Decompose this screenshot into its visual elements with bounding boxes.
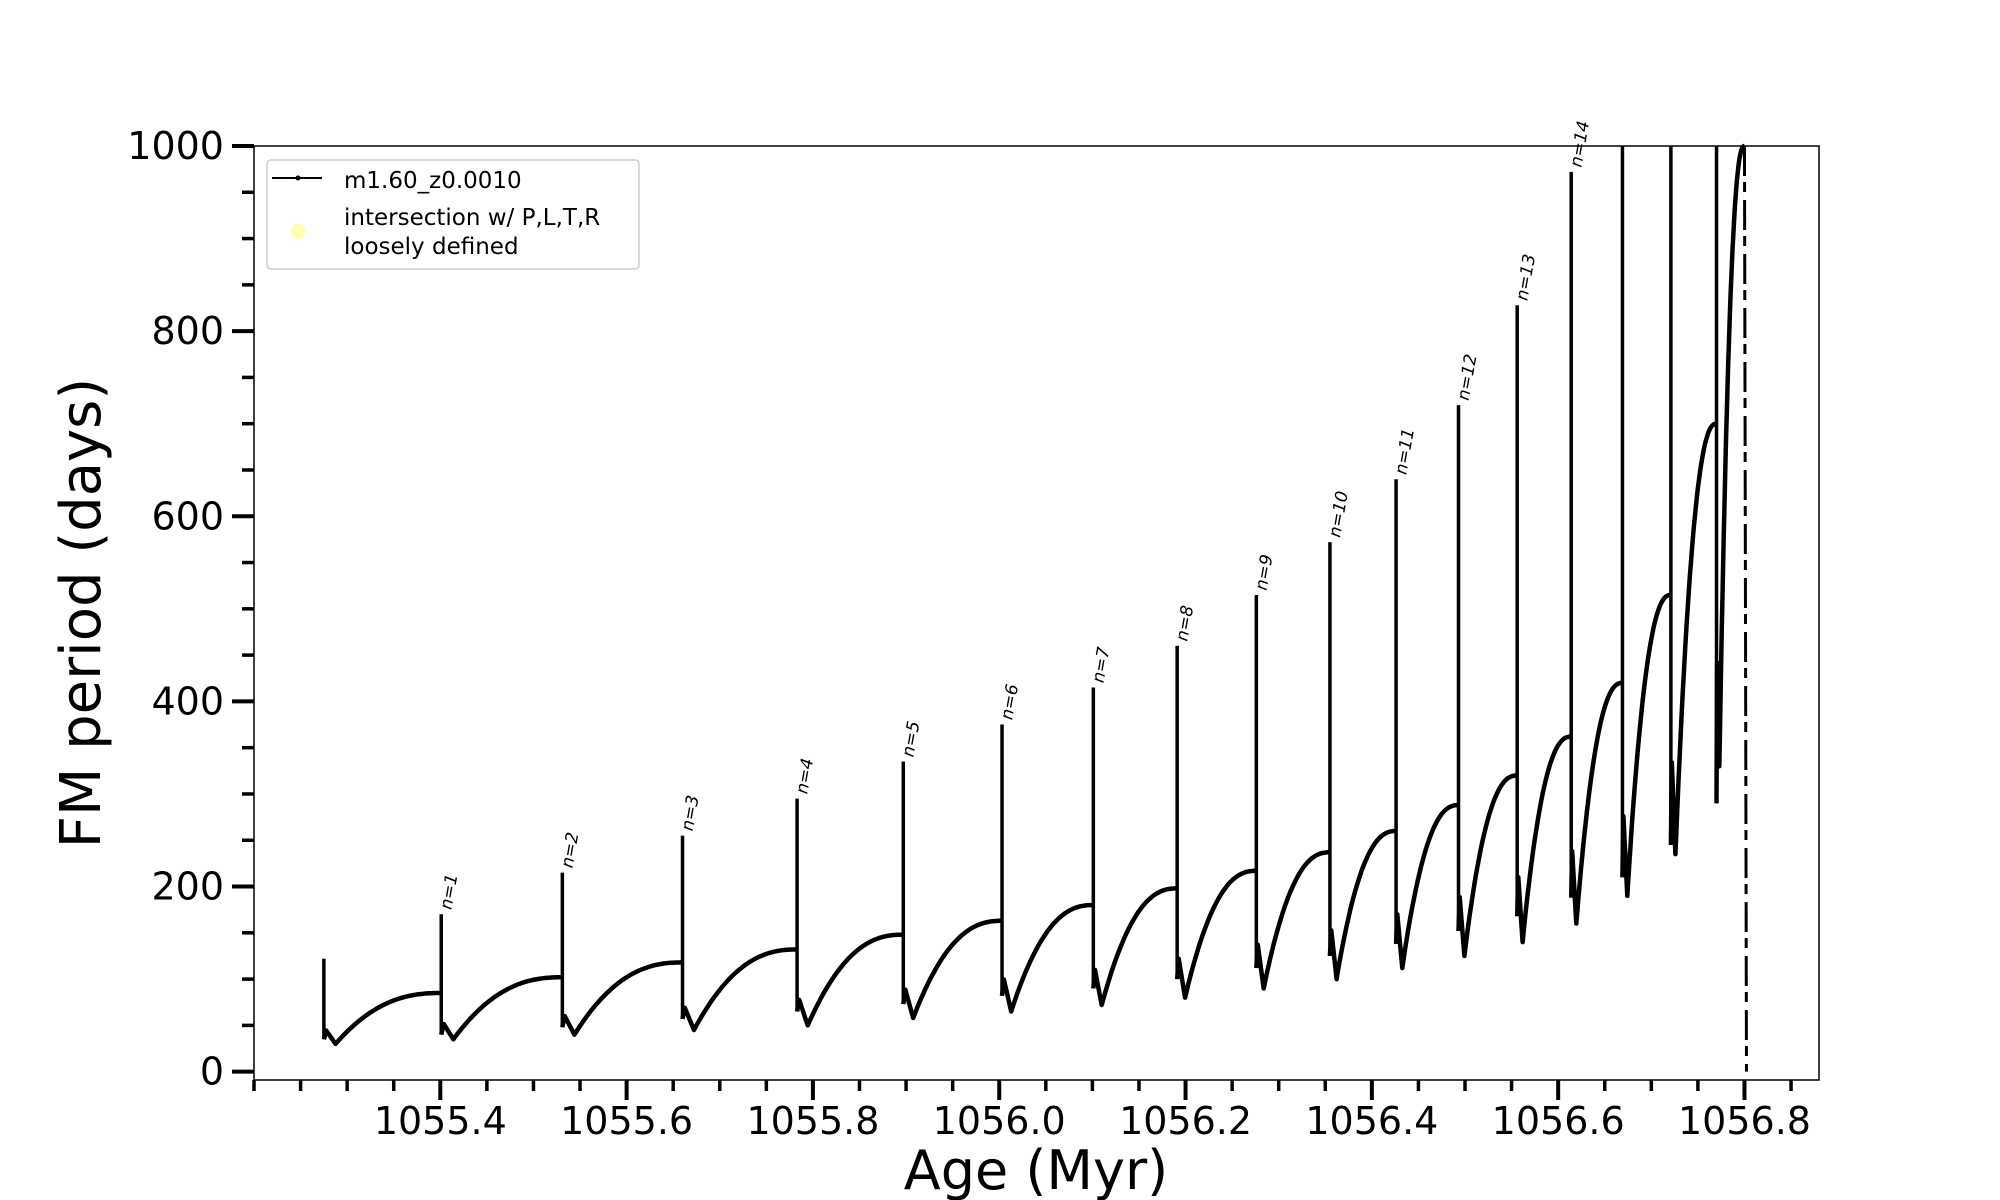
x-tick-label: 1056.2 — [1119, 1099, 1252, 1143]
series-segment — [901, 918, 1003, 1021]
x-tick-label: 1056.8 — [1678, 1099, 1811, 1143]
final-drop-line — [1742, 145, 1748, 1072]
legend-intersection-label-line1: intersection w/ P,L,T,R — [344, 205, 600, 231]
axes: 1055.4 1055.6 1055.8 1056.0 1056.2 1056.4 1056… — [127, 124, 1811, 1143]
plot-marks — [321, 143, 1748, 1072]
y-tick-label: 800 — [151, 309, 224, 353]
legend-intersection-marker — [290, 223, 306, 239]
series-segment — [1393, 802, 1460, 971]
legend-series-label: m1.60_z0.0010 — [344, 168, 522, 194]
legend-frame — [266, 159, 640, 270]
y-tick-label: 400 — [151, 679, 224, 723]
legend-dot-marker — [295, 175, 301, 181]
x-tick-label: 1055.4 — [374, 1099, 507, 1143]
series-segment — [1714, 143, 1747, 804]
y-tick-label: 200 — [151, 865, 224, 909]
series-segment — [680, 947, 798, 1033]
series-segment — [999, 902, 1094, 1014]
series-segment — [321, 990, 442, 1047]
series-segment — [560, 960, 683, 1037]
x-tick-label: 1055.8 — [746, 1099, 879, 1143]
x-tick-label: 1056.4 — [1305, 1099, 1438, 1143]
x-axis-label: Age (Myr) — [904, 1139, 1169, 1200]
legend: m1.60_z0.0010 intersection w/ P,L,T,R lo… — [266, 159, 640, 270]
x-tick-label: 1056.0 — [933, 1099, 1066, 1143]
series-segment — [1568, 680, 1624, 926]
series-segment — [1668, 421, 1718, 857]
series-segment — [1456, 773, 1519, 959]
series-segment — [1174, 868, 1257, 1000]
y-tick-label: 1000 — [127, 124, 224, 168]
y-tick-label: 0 — [200, 1050, 224, 1094]
y-tick-label: 600 — [151, 494, 224, 538]
series-segment — [794, 932, 904, 1028]
x-tick-label: 1056.6 — [1492, 1099, 1625, 1143]
x-tick-label: 1055.6 — [560, 1099, 693, 1143]
series-segment — [1254, 850, 1331, 991]
series-segment — [1620, 592, 1673, 899]
series-segment — [1091, 886, 1178, 1008]
legend-intersection-label-line2: loosely defined — [344, 234, 519, 260]
y-axis-label: FM period (days) — [49, 378, 114, 848]
series-segment — [1327, 828, 1397, 982]
plot-frame — [253, 145, 1820, 1081]
series-segment — [439, 975, 563, 1042]
series-segment — [1514, 734, 1573, 945]
